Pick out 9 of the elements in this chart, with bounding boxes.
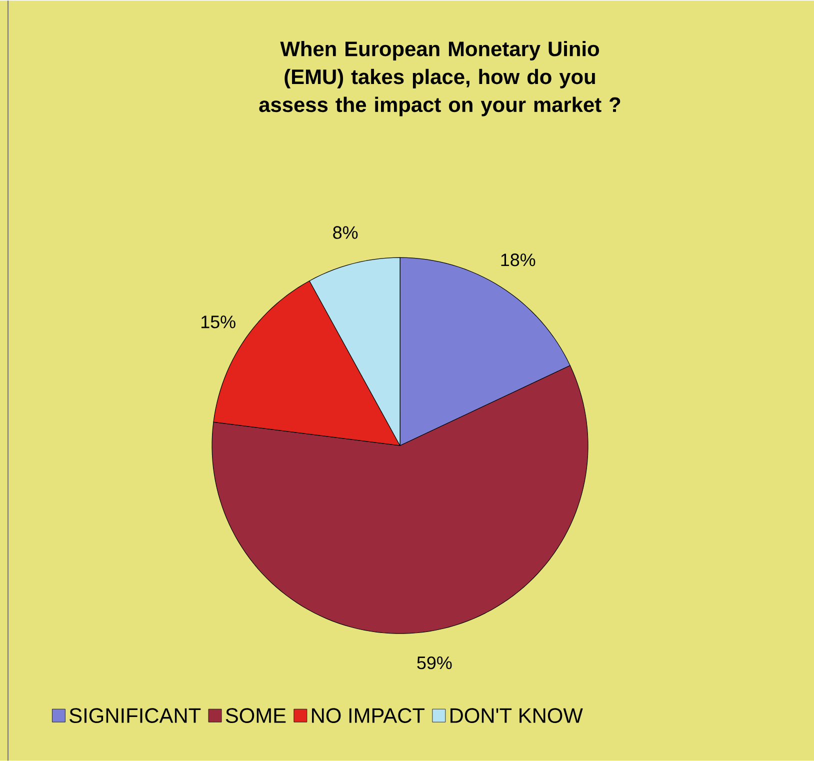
legend-label: NO IMPACT [312,708,425,723]
chart-title: When European Monetary Uinio (EMU) takes place, how do you assess the impact on your market ? [259,40,620,116]
legend-label: SOME [226,708,286,723]
data-label: 15% [202,316,236,328]
data-label: 8% [333,226,358,239]
legend-label: DON'T KNOW [450,708,583,723]
legend-label: SIGNIFICANT [70,708,201,723]
data-label: 59% [417,656,452,670]
data-label: 18% [501,253,536,266]
